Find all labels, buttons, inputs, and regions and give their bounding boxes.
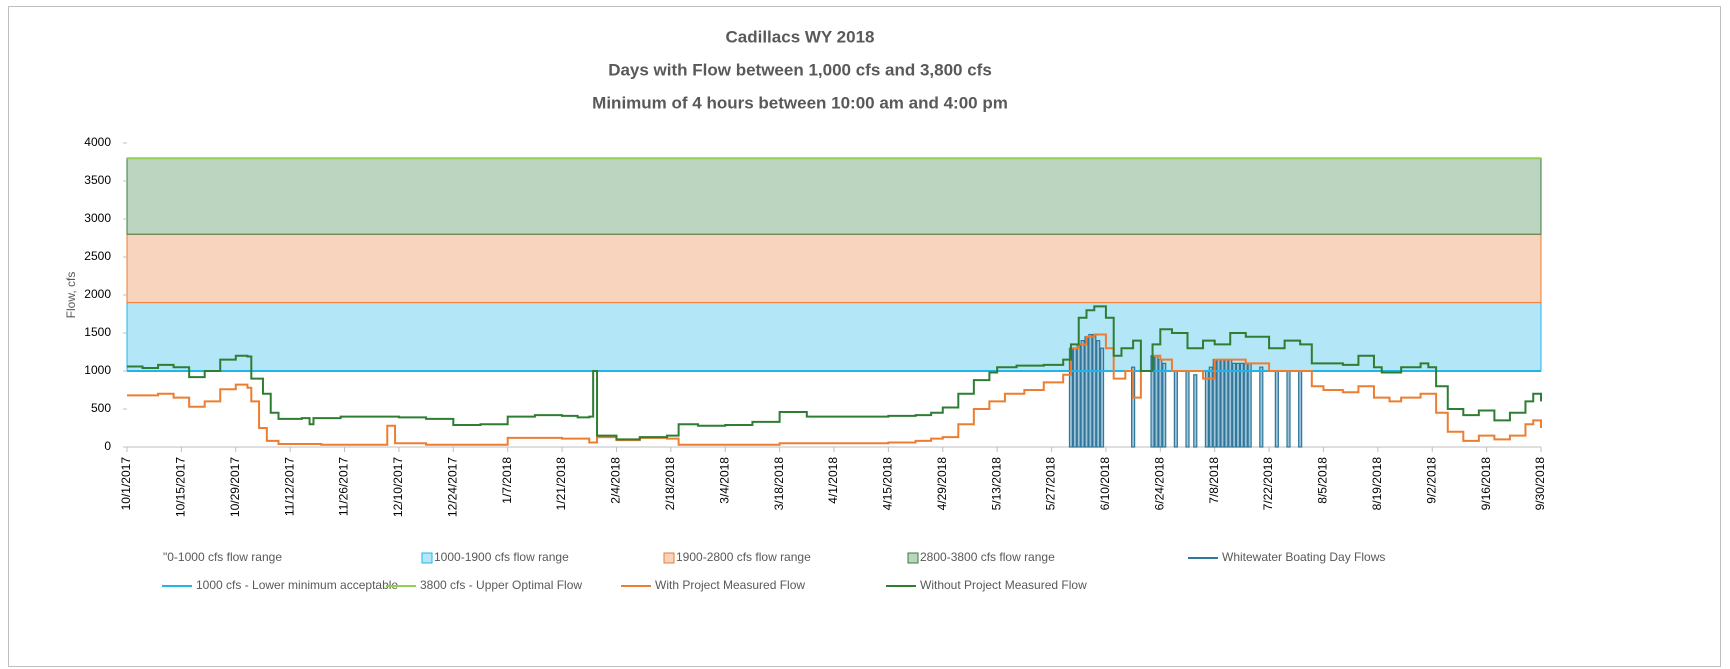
- legend-label: 1000-1900 cfs flow range: [434, 550, 569, 564]
- x-tick-label: 9/2/2018: [1424, 457, 1438, 504]
- flow-line: [127, 333, 1542, 446]
- boating-day-bar: [1204, 370, 1210, 448]
- legend-label: "0-1000 cfs flow range: [163, 550, 282, 564]
- x-tick-label: 1/7/2018: [500, 457, 514, 504]
- boating-day-bar: [1158, 359, 1163, 448]
- x-tick-label: 11/12/2017: [282, 457, 296, 516]
- x-tick-label: 3/4/2018: [717, 457, 731, 504]
- chart-title: Cadillacs WY 2018: [726, 27, 875, 46]
- x-tick-label: 4/29/2018: [935, 457, 949, 511]
- boating-day-bar: [1072, 347, 1077, 448]
- legend-swatch: [663, 552, 675, 564]
- legend-label: 3800 cfs - Upper Optimal Flow: [420, 578, 582, 592]
- x-tick-label: 5/27/2018: [1044, 457, 1058, 511]
- y-tick-label: 1500: [84, 325, 111, 339]
- x-tick-label: 4/1/2018: [826, 457, 840, 504]
- boating-day-bar: [1131, 366, 1136, 448]
- legend-label: Whitewater Boating Day Flows: [1222, 550, 1385, 564]
- boating-day-bar: [1216, 359, 1221, 448]
- x-tick-label: 9/16/2018: [1479, 457, 1493, 511]
- boating-day-bar: [1228, 359, 1233, 448]
- flow-band: [126, 302, 1542, 372]
- boating-day-bar: [1220, 359, 1225, 448]
- x-tick-label: 4/15/2018: [881, 457, 895, 511]
- flow-band: [126, 233, 1542, 304]
- legend-label: Without Project Measured Flow: [920, 578, 1087, 592]
- boating-day-bar: [1076, 343, 1081, 448]
- y-tick-label: 500: [91, 401, 111, 415]
- x-tick-label: 10/1/2017: [119, 457, 133, 511]
- boating-day-bar: [1162, 362, 1167, 448]
- y-tick-label: 3000: [84, 211, 111, 225]
- y-tick-label: 1000: [84, 363, 111, 377]
- x-tick-label: 11/26/2017: [337, 457, 351, 516]
- boating-day-bar: [1193, 374, 1198, 448]
- legend-swatch: [907, 552, 919, 564]
- x-tick-label: 10/15/2017: [174, 457, 188, 517]
- x-tick-label: 10/29/2017: [228, 457, 242, 517]
- boating-day-bar: [1092, 333, 1097, 448]
- x-tick-label: 6/10/2018: [1098, 457, 1112, 511]
- boating-day-bar: [1274, 370, 1279, 448]
- legend-label: With Project Measured Flow: [655, 578, 805, 592]
- x-tick-label: 9/30/2018: [1533, 457, 1547, 511]
- y-tick-label: 0: [104, 439, 111, 453]
- boating-day-bar: [1084, 336, 1089, 448]
- x-tick-label: 2/4/2018: [609, 457, 623, 504]
- boating-day-bar: [1096, 340, 1101, 448]
- boating-day-bar: [1243, 362, 1248, 448]
- boating-day-bar: [1173, 370, 1178, 448]
- y-axis-label: Flow, cfs: [64, 272, 78, 319]
- boating-day-bar: [1239, 362, 1244, 448]
- boating-day-bar: [1080, 340, 1085, 448]
- flow-band: [126, 157, 1542, 235]
- y-tick-label: 2500: [84, 249, 111, 263]
- chart-subtitle: Minimum of 4 hours between 10:00 am and …: [592, 93, 1008, 112]
- legend-label: 1000 cfs - Lower minimum acceptable: [196, 578, 398, 592]
- x-tick-label: 8/5/2018: [1316, 457, 1330, 504]
- x-tick-label: 12/10/2017: [391, 457, 405, 517]
- y-tick-label: 2000: [84, 287, 111, 301]
- x-tick-label: 7/8/2018: [1207, 457, 1221, 504]
- chart-subtitle: Days with Flow between 1,000 cfs and 3,8…: [608, 60, 992, 79]
- boating-day-bar: [1224, 359, 1229, 448]
- x-tick-label: 5/13/2018: [989, 457, 1003, 511]
- legend-label: 1900-2800 cfs flow range: [676, 550, 811, 564]
- boating-day-bar: [1235, 362, 1241, 448]
- boating-day-bar: [1286, 370, 1291, 448]
- boating-day-bar: [1259, 366, 1264, 448]
- boating-day-bar: [1247, 362, 1252, 448]
- x-tick-label: 6/24/2018: [1152, 457, 1166, 511]
- y-tick-label: 3500: [84, 173, 111, 187]
- x-tick-label: 1/21/2018: [554, 457, 568, 511]
- x-tick-label: 3/18/2018: [772, 457, 786, 511]
- boating-day-bar: [1088, 333, 1093, 448]
- boating-day-bar: [1208, 366, 1213, 448]
- x-tick-label: 2/18/2018: [663, 457, 677, 511]
- boating-day-bar: [1298, 370, 1303, 448]
- x-tick-label: 12/24/2017: [445, 457, 459, 517]
- boating-day-bar: [1154, 355, 1159, 448]
- flow-line: [127, 305, 1542, 441]
- x-tick-label: 7/22/2018: [1261, 457, 1275, 511]
- boating-day-bar: [1232, 362, 1237, 448]
- boating-day-bar: [1099, 347, 1105, 448]
- y-tick-label: 4000: [84, 135, 111, 149]
- legend-swatch: [421, 552, 433, 564]
- legend-label: 2800-3800 cfs flow range: [920, 550, 1055, 564]
- boating-day-bar: [1185, 370, 1190, 448]
- x-tick-label: 8/19/2018: [1370, 457, 1384, 511]
